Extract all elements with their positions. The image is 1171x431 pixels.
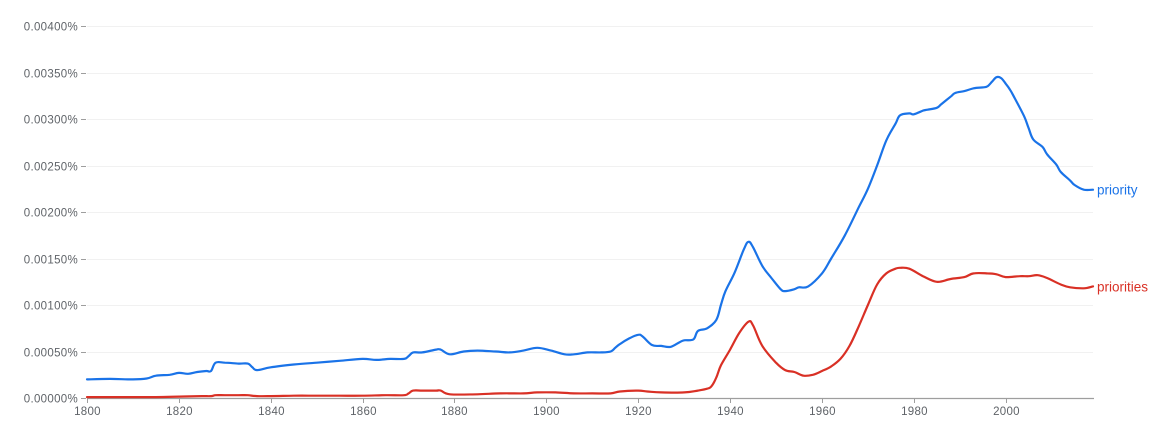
x-tick-label: 1960 (809, 406, 836, 418)
x-tick-label: 1920 (625, 406, 652, 418)
x-tick-label: 2000 (993, 406, 1020, 418)
y-tick-label: 0.00000% (24, 394, 78, 406)
y-axis: 0.00000% 0.00050% 0.00100% 0.00150% 0.00200%… (24, 22, 86, 406)
y-tick-label: 0.00250% (24, 162, 78, 174)
y-tick-label: 0.00200% (24, 208, 78, 220)
x-tick-label: 1880 (441, 406, 468, 418)
y-tick-label: 0.00350% (24, 69, 78, 81)
y-tick-label: 0.00300% (24, 115, 78, 127)
series-line-priority[interactable] (85, 75, 1095, 381)
series-label-priority[interactable]: priority (1097, 183, 1138, 198)
x-tick-label: 1980 (901, 406, 928, 418)
series-line-priorities[interactable] (85, 266, 1095, 399)
x-tick-label: 1900 (533, 406, 560, 418)
x-axis: 1800 1820 1840 1860 1880 1900 1920 1940 1960 1980… (74, 397, 1094, 418)
x-tick-label: 1860 (350, 406, 377, 418)
x-tick-label: 1940 (717, 406, 744, 418)
y-tick-label: 0.00050% (24, 348, 78, 360)
y-tick-label: 0.00400% (24, 22, 78, 34)
x-tick-label: 1840 (258, 406, 285, 418)
x-tick-label: 1800 (74, 406, 101, 418)
x-tick-label: 1820 (166, 406, 193, 418)
series-lines (85, 75, 1095, 399)
series-labels: priority priorities (1097, 183, 1148, 295)
series-label-priorities[interactable]: priorities (1097, 279, 1148, 294)
gridlines (87, 26, 1093, 353)
y-tick-label: 0.00100% (24, 301, 78, 313)
y-tick-label: 0.00150% (24, 255, 78, 267)
